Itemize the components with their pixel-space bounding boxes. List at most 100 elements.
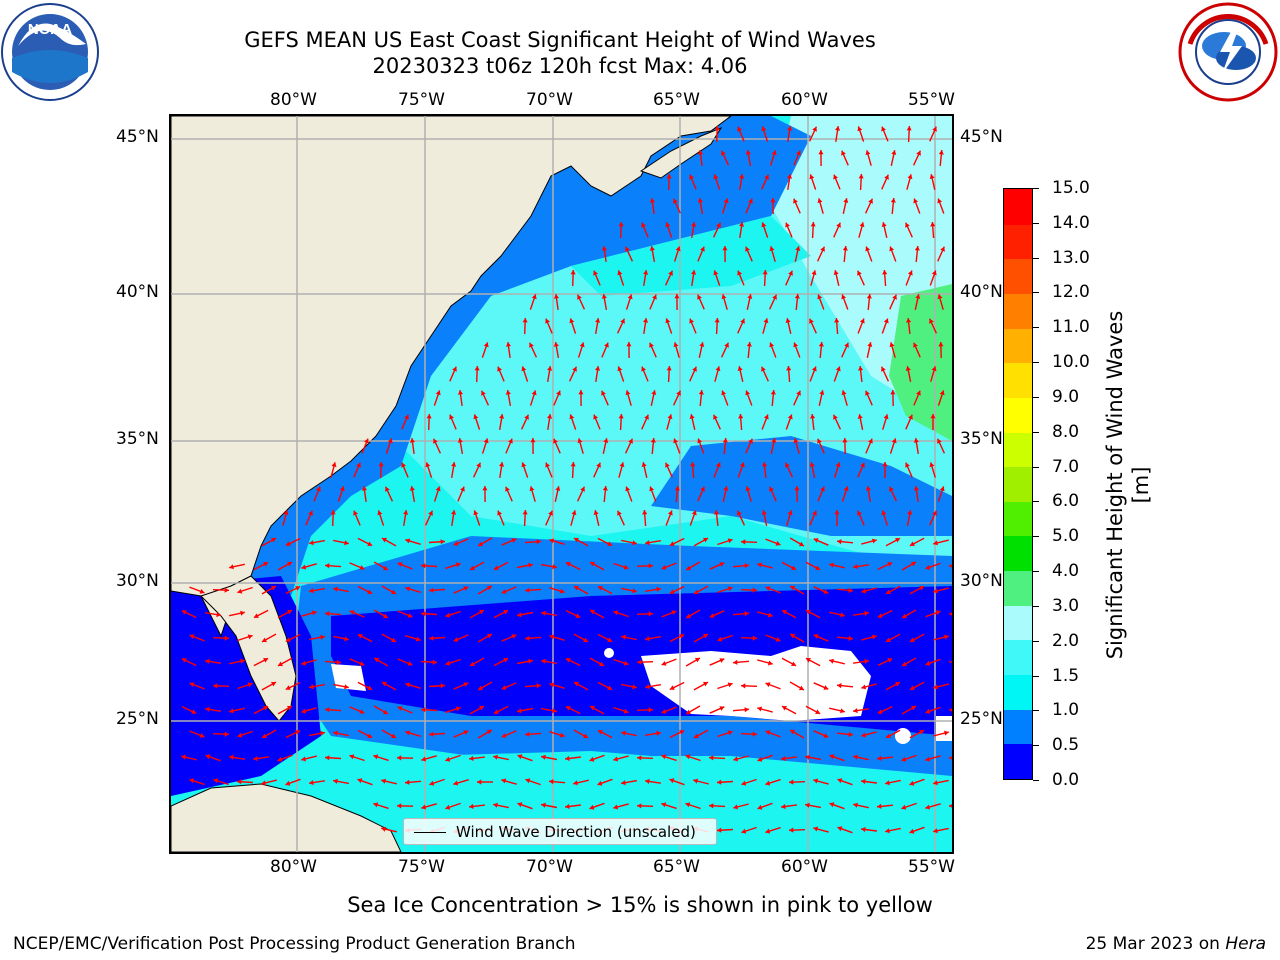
legend-label: Wind Wave Direction (unscaled)	[456, 823, 696, 841]
wave-direction-arrowhead	[745, 390, 751, 396]
wave-direction-arrowhead	[871, 538, 877, 544]
wave-direction-arrowhead	[435, 486, 441, 492]
wave-direction-arrowhead	[565, 562, 571, 567]
wave-direction-arrowhead	[617, 510, 622, 516]
wave-direction-arrowhead	[764, 174, 769, 180]
colorbar-tick-label: 0.5	[1052, 735, 1080, 756]
wave-direction-arrowhead	[671, 610, 677, 615]
wave-direction-arrowhead	[521, 462, 527, 468]
wave-direction-arrowhead	[767, 612, 773, 618]
wave-direction-arrowhead	[577, 294, 582, 300]
wave-direction-arrowhead	[739, 174, 745, 179]
wave-direction-arrowhead	[836, 222, 841, 228]
wave-direction-arrowhead	[628, 438, 633, 444]
wave-direction-arrowhead	[367, 685, 373, 690]
wave-direction-arrowhead	[283, 510, 289, 516]
wave-direction-arrowhead	[405, 586, 411, 592]
wave-direction-arrowhead	[881, 126, 886, 132]
wave-direction-arrowhead	[833, 414, 838, 420]
wave-direction-arrowhead	[865, 486, 871, 491]
wave-direction-arrowhead	[425, 462, 431, 468]
wave-direction-arrowhead	[793, 342, 799, 348]
wave-direction-arrowhead	[674, 486, 680, 491]
wave-direction-arrowhead	[517, 612, 522, 618]
wave-direction-arrowhead	[349, 754, 355, 760]
wave-direction-arrowhead	[737, 270, 742, 276]
wave-direction-arrowhead	[829, 802, 835, 808]
lat-label-right: 35°N	[960, 429, 1003, 449]
wave-direction-arrowhead	[613, 756, 619, 762]
wave-direction-arrowhead	[693, 778, 698, 784]
wave-direction-arrowhead	[361, 486, 367, 491]
lon-label-top: 55°W	[908, 90, 955, 110]
wave-direction-arrowhead	[709, 613, 715, 618]
lon-label-top: 65°W	[653, 90, 700, 110]
wave-direction-arrowhead	[889, 342, 895, 348]
colorbar-tick-mark	[1033, 536, 1039, 538]
wave-direction-arrowhead	[632, 684, 637, 690]
wave-direction-arrowhead	[593, 414, 598, 420]
wave-direction-arrowhead	[835, 462, 841, 468]
wave-direction-arrowhead	[578, 390, 584, 395]
wave-direction-arrowhead	[287, 561, 292, 567]
wave-direction-arrowhead	[794, 486, 800, 491]
wave-direction-arrowhead	[499, 414, 505, 419]
wave-direction-arrowhead	[478, 541, 484, 547]
wave-direction-arrowhead	[752, 731, 757, 737]
wave-direction-arrowhead	[861, 588, 867, 594]
wave-direction-arrowhead	[717, 636, 723, 642]
wave-direction-arrowhead	[429, 780, 435, 786]
colorbar-segment	[1004, 709, 1032, 745]
wave-direction-arrowhead	[837, 539, 842, 545]
wave-direction-arrowhead	[820, 486, 825, 492]
wave-direction-arrowhead	[595, 318, 601, 323]
nws-logo	[1178, 2, 1278, 102]
wave-direction-arrowhead	[861, 779, 866, 785]
colorbar-tick-mark	[1033, 605, 1039, 607]
lon-label-top: 75°W	[398, 90, 445, 110]
wave-direction-arrowhead	[844, 342, 849, 348]
wave-direction-arrowhead	[769, 342, 775, 348]
wave-direction-arrowhead	[597, 780, 603, 786]
colorbar-segment	[1004, 535, 1032, 572]
wave-direction-arrowhead	[871, 634, 877, 640]
wave-direction-arrowhead	[330, 510, 336, 515]
wave-direction-arrowhead	[320, 634, 325, 640]
wave-direction-arrowhead	[771, 438, 777, 443]
wave-direction-arrowhead	[795, 246, 801, 251]
wave-direction-arrowhead	[405, 779, 410, 785]
wave-direction-arrowhead	[607, 685, 613, 690]
wave-direction-arrowhead	[407, 613, 413, 618]
wave-direction-arrowhead	[325, 707, 330, 713]
wave-direction-arrowhead	[881, 366, 886, 372]
wave-direction-arrowhead	[669, 778, 675, 784]
wave-direction-arrowhead	[698, 390, 704, 395]
wave-direction-arrowhead	[511, 538, 517, 543]
wave-direction-arrowhead	[820, 246, 825, 252]
wave-direction-arrowhead	[911, 705, 916, 711]
wave-direction-arrowhead	[811, 270, 817, 276]
wave-direction-arrowhead	[623, 660, 629, 666]
wave-direction-arrowhead	[694, 733, 699, 739]
wave-direction-arrowhead	[715, 366, 721, 372]
colorbar-tick-label: 4.0	[1052, 561, 1080, 582]
wave-direction-arrowhead	[786, 366, 792, 371]
wave-direction-arrowhead	[381, 778, 386, 784]
wave-direction-arrowhead	[813, 634, 819, 639]
colorbar-segment	[1004, 293, 1032, 329]
wave-direction-arrowhead	[885, 780, 890, 786]
wave-direction-arrowhead	[499, 462, 505, 467]
wave-direction-arrowhead	[884, 174, 889, 180]
wave-direction-arrowhead	[407, 661, 413, 666]
wave-direction-arrowhead	[333, 778, 338, 784]
wave-direction-arrowhead	[857, 126, 863, 132]
wave-direction-arrowhead	[703, 681, 708, 687]
wave-direction-arrowhead	[813, 538, 819, 543]
wave-direction-arrowhead	[761, 126, 767, 132]
wave-direction-arrowhead	[627, 294, 633, 300]
wave-direction-arrowhead	[356, 462, 361, 468]
wave-direction-arrowhead	[892, 294, 897, 300]
wave-direction-arrowhead	[656, 730, 661, 736]
colorbar-tick-mark	[1033, 431, 1039, 433]
wave-direction-arrowhead	[301, 564, 307, 570]
